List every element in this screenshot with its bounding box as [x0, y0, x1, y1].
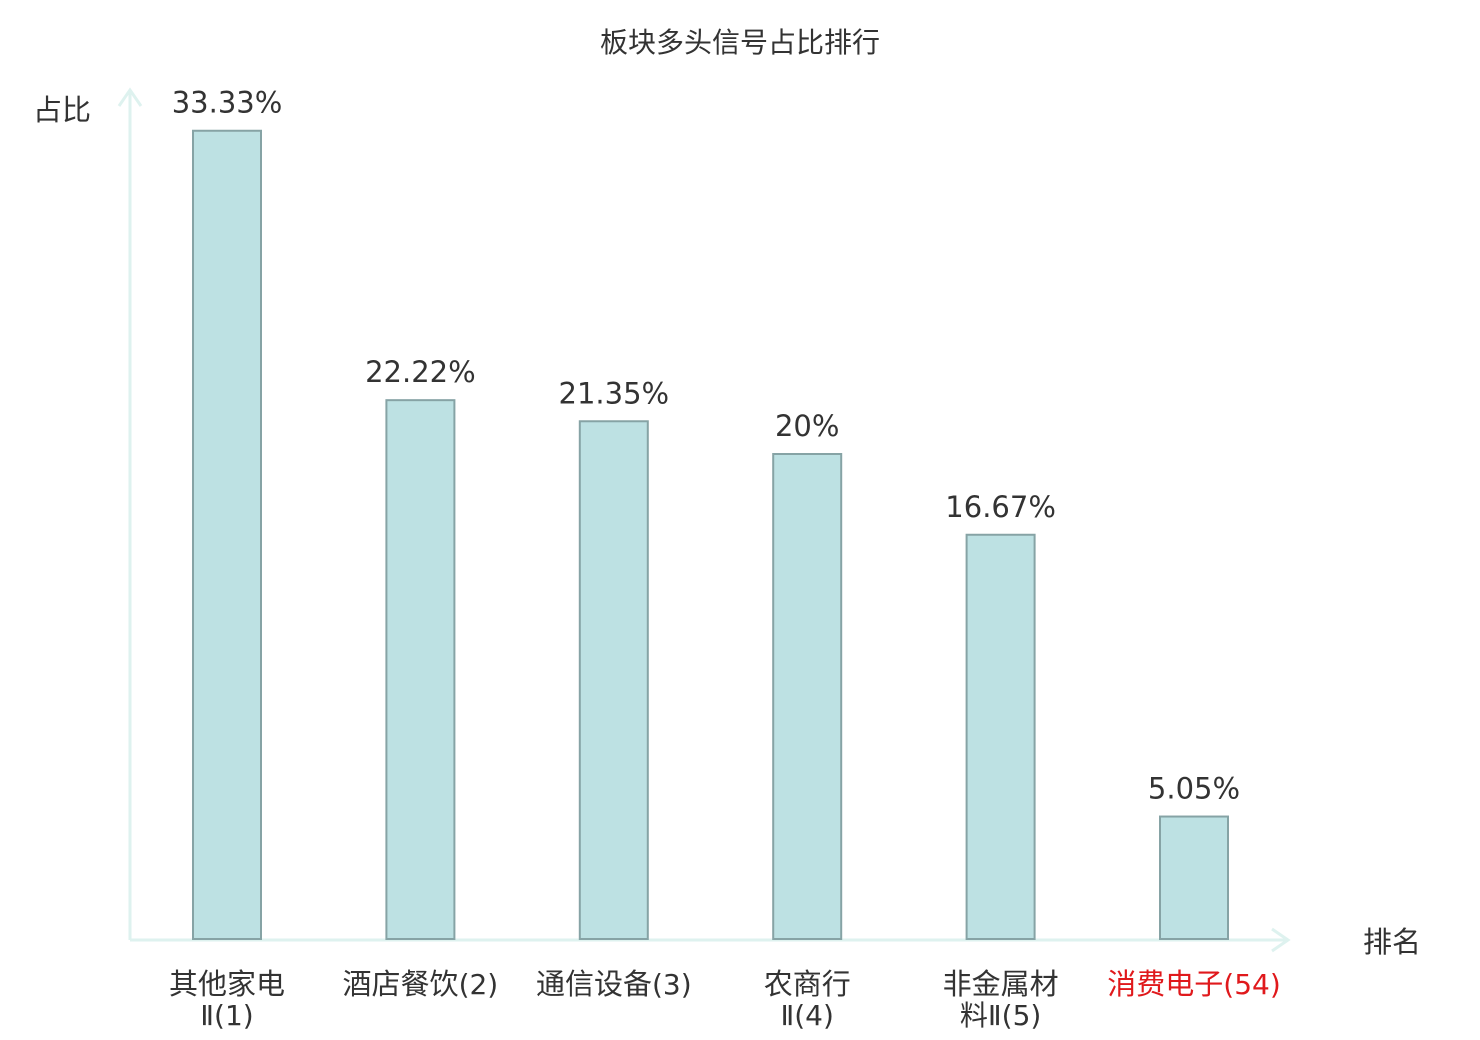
- data-label: 21.35%: [559, 376, 670, 410]
- tick-rank: (2): [459, 968, 499, 1001]
- x-tick-label: 农商行 Ⅱ(4): [764, 967, 851, 1032]
- x-tick-label: 其他家电 Ⅱ(1): [169, 967, 285, 1032]
- x-tick-label: 消费电子(54): [1107, 967, 1281, 1001]
- tick-rank: (3): [652, 968, 692, 1001]
- axes: [117, 87, 1291, 953]
- x-axis-arrow: [1271, 927, 1291, 953]
- chart-title: 板块多头信号占比排行: [600, 26, 880, 59]
- y-axis-label: 占比: [33, 93, 91, 127]
- value-labels-group: 33.33% 22.22% 21.35% 20% 16.67% 5.05%: [172, 86, 1240, 806]
- bar: [1159, 815, 1229, 940]
- x-tick-label: 非金属材料Ⅱ(5): [943, 967, 1059, 1032]
- tick-rank: (54): [1223, 968, 1280, 1001]
- y-axis-arrow: [117, 87, 143, 107]
- tick-name: 农商行: [764, 967, 851, 1001]
- tick-rank: 料Ⅱ(5): [960, 999, 1041, 1032]
- x-axis-label: 排名: [1363, 925, 1421, 959]
- tick-name: 其他家电: [169, 967, 285, 1001]
- bar: [965, 533, 1036, 940]
- tick-rank: Ⅱ(1): [200, 999, 253, 1032]
- tick-rank: Ⅱ(4): [780, 999, 833, 1032]
- x-tick-label: 酒店餐饮(2): [343, 967, 499, 1001]
- bar: [772, 453, 843, 940]
- tick-name: 非金属材: [943, 967, 1059, 1001]
- bar: [385, 399, 456, 941]
- tick-name: 酒店餐饮: [343, 967, 459, 1001]
- data-label: 16.67%: [945, 490, 1056, 524]
- bar: [192, 129, 262, 940]
- bars-group: [192, 129, 1229, 941]
- data-label: 33.33%: [172, 86, 283, 120]
- bar: [578, 420, 649, 940]
- data-label: 20%: [775, 409, 839, 443]
- tick-name: 消费电子: [1107, 967, 1223, 1001]
- data-label: 5.05%: [1148, 772, 1240, 806]
- data-label: 22.22%: [365, 355, 476, 389]
- x-tick-label: 通信设备(3): [536, 967, 692, 1001]
- category-labels-group: 其他家电 Ⅱ(1) 酒店餐饮(2) 通信设备(3) 农商行 Ⅱ(4) 非金属材料Ⅱ(5) 消费…: [169, 967, 1281, 1032]
- tick-name: 通信设备: [536, 967, 652, 1001]
